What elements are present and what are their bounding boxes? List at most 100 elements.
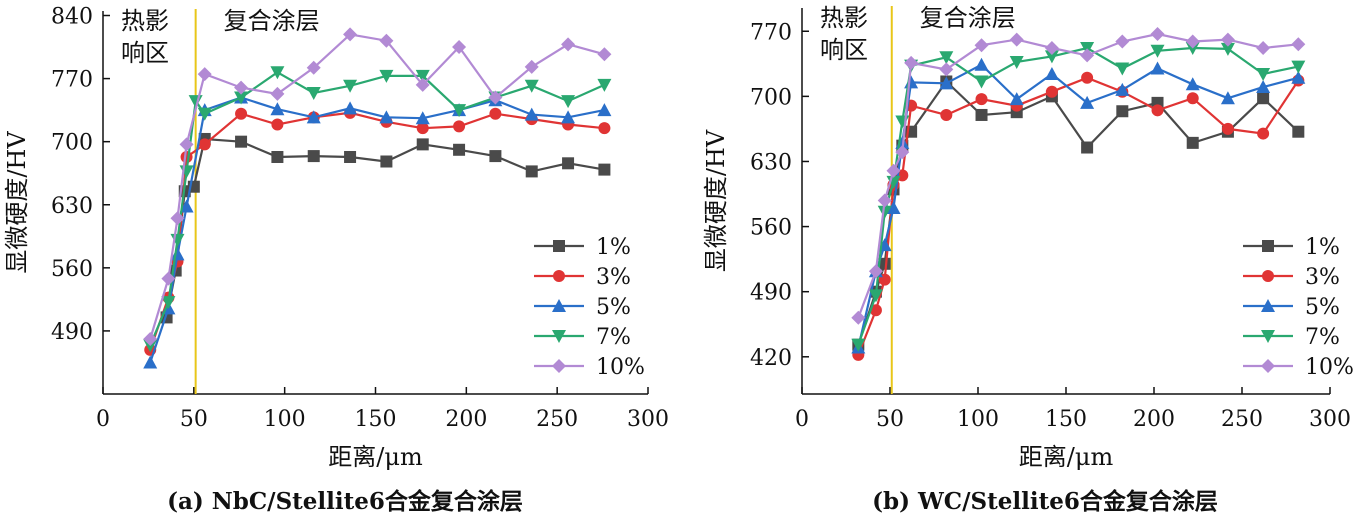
coating-label: 复合涂层	[920, 4, 1016, 32]
data-point	[1115, 82, 1130, 96]
legend: 1% 3% 5% 7% 10%	[534, 235, 645, 380]
data-point	[415, 111, 430, 125]
data-point	[307, 150, 320, 163]
series-1%	[852, 75, 1305, 351]
y-tick-label: 770	[750, 20, 792, 45]
series-10%	[143, 27, 612, 347]
haz-label-line2: 响区	[820, 36, 868, 64]
data-point	[344, 150, 357, 163]
data-point	[306, 60, 321, 75]
data-point	[1256, 68, 1271, 82]
data-point	[524, 107, 539, 121]
data-point	[143, 355, 158, 369]
data-point	[489, 150, 502, 163]
x-tick-label: 300	[627, 407, 669, 432]
data-point	[868, 289, 883, 303]
data-point	[1186, 136, 1199, 149]
data-point	[198, 138, 211, 151]
data-point	[1292, 125, 1305, 138]
data-point	[974, 75, 989, 89]
data-point	[597, 47, 612, 62]
data-point	[597, 78, 612, 92]
y-tick-label: 700	[750, 85, 792, 110]
y-tick-label: 700	[51, 131, 93, 156]
data-point	[869, 304, 882, 317]
data-point	[939, 76, 954, 90]
data-point	[877, 193, 892, 208]
series-5%	[143, 90, 612, 369]
legend-swatch-marker	[552, 359, 566, 373]
series-line	[149, 96, 605, 363]
data-point	[1220, 32, 1235, 47]
data-point	[306, 87, 321, 101]
data-point	[974, 57, 989, 71]
chart-panel-b: 0 50 100 150 200 250 300 420 490 560 630 700 770 距离/μ…	[702, 4, 1354, 515]
data-point	[975, 93, 988, 106]
y-tick-label: 560	[750, 216, 792, 241]
data-point	[1291, 37, 1306, 52]
data-point	[525, 165, 538, 178]
series-line	[857, 63, 1299, 348]
legend-swatch-marker	[553, 240, 565, 252]
data-point	[415, 69, 430, 83]
data-point	[1115, 62, 1130, 76]
y-axis-title: 显微硬度/HV	[3, 131, 31, 274]
data-point	[1185, 77, 1200, 91]
data-point	[416, 138, 429, 151]
data-point	[561, 95, 576, 109]
series-line	[149, 111, 605, 351]
data-point	[1081, 141, 1094, 154]
data-point	[1185, 34, 1200, 49]
data-point	[1291, 60, 1306, 74]
x-tick-label: 100	[957, 407, 999, 432]
data-point	[524, 59, 539, 74]
data-point	[598, 163, 611, 176]
panel-caption: (a) NbC/Stellite6合金复合涂层	[167, 488, 523, 515]
data-point	[179, 137, 194, 152]
y-axis-title: 显微硬度/HV	[702, 129, 730, 272]
data-point	[143, 332, 158, 347]
data-point	[1044, 67, 1059, 81]
data-point	[939, 51, 954, 65]
data-point	[271, 150, 284, 163]
haz-label-line1: 热影	[820, 4, 868, 32]
legend-swatch-marker	[1262, 270, 1274, 282]
legend-label: 1%	[596, 235, 631, 260]
data-point	[562, 157, 575, 170]
y-tick-label: 420	[750, 346, 792, 371]
legend-swatch-marker	[552, 330, 566, 343]
data-point	[1081, 71, 1094, 84]
panel-caption: (b) WC/Stellite6合金复合涂层	[872, 488, 1218, 515]
x-tick-label: 200	[1133, 407, 1175, 432]
data-point	[1115, 34, 1130, 49]
data-point	[598, 122, 611, 135]
data-point	[868, 264, 883, 279]
data-point	[489, 107, 502, 120]
data-point	[453, 120, 466, 133]
data-point	[1045, 85, 1058, 98]
data-point	[1257, 127, 1270, 140]
data-point	[488, 90, 503, 105]
legend-swatch-marker	[553, 270, 565, 282]
data-point	[235, 135, 248, 148]
data-point	[234, 91, 249, 105]
y-tick-label: 770	[51, 68, 93, 93]
series-10%	[851, 27, 1306, 325]
chart-panel-a: 0 50 100 150 200 250 300 490 560 630 700 770 840 距离/μ…	[3, 5, 669, 515]
haz-label-line2: 响区	[121, 39, 169, 67]
data-point	[1150, 44, 1165, 58]
data-point	[1044, 50, 1059, 64]
y-tick-label: 560	[51, 257, 93, 282]
data-point	[1150, 61, 1165, 75]
legend-label: 5%	[1305, 295, 1340, 320]
legend-label: 10%	[596, 355, 645, 380]
data-point	[343, 101, 358, 115]
legend-swatch-marker	[1261, 330, 1275, 343]
data-point	[1186, 92, 1199, 105]
data-point	[1185, 41, 1200, 55]
data-point	[1151, 104, 1164, 117]
data-point	[524, 79, 539, 93]
y-tick-label: 490	[750, 281, 792, 306]
series-7%	[851, 41, 1306, 352]
